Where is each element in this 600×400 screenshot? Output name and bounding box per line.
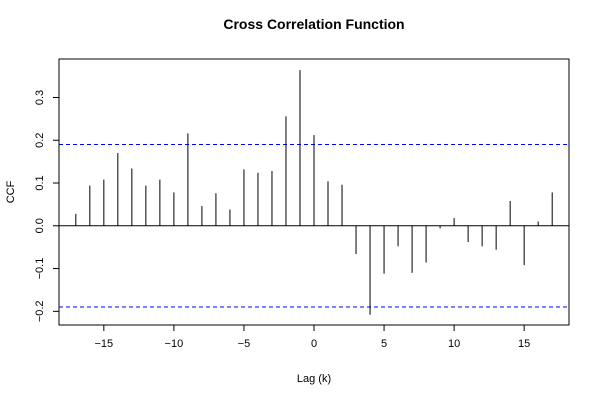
x-axis-label: Lag (k) — [297, 373, 331, 385]
y-tick-label: 0.0 — [34, 218, 46, 233]
chart-title: Cross Correlation Function — [223, 16, 404, 32]
x-tick-label: −5 — [238, 338, 251, 350]
x-tick-label: 5 — [381, 338, 387, 350]
y-tick-label: 0.1 — [34, 175, 46, 190]
y-tick-label: −0.1 — [34, 258, 46, 280]
y-tick-label: 0.3 — [34, 90, 46, 105]
x-tick-label: −10 — [165, 338, 184, 350]
x-tick-label: 15 — [518, 338, 530, 350]
y-tick-label: 0.2 — [34, 133, 46, 148]
y-axis-label: CCF — [5, 180, 17, 203]
x-tick-label: −15 — [94, 338, 113, 350]
x-tick-label: 10 — [448, 338, 460, 350]
x-tick-label: 0 — [311, 338, 317, 350]
y-tick-label: −0.2 — [34, 300, 46, 322]
